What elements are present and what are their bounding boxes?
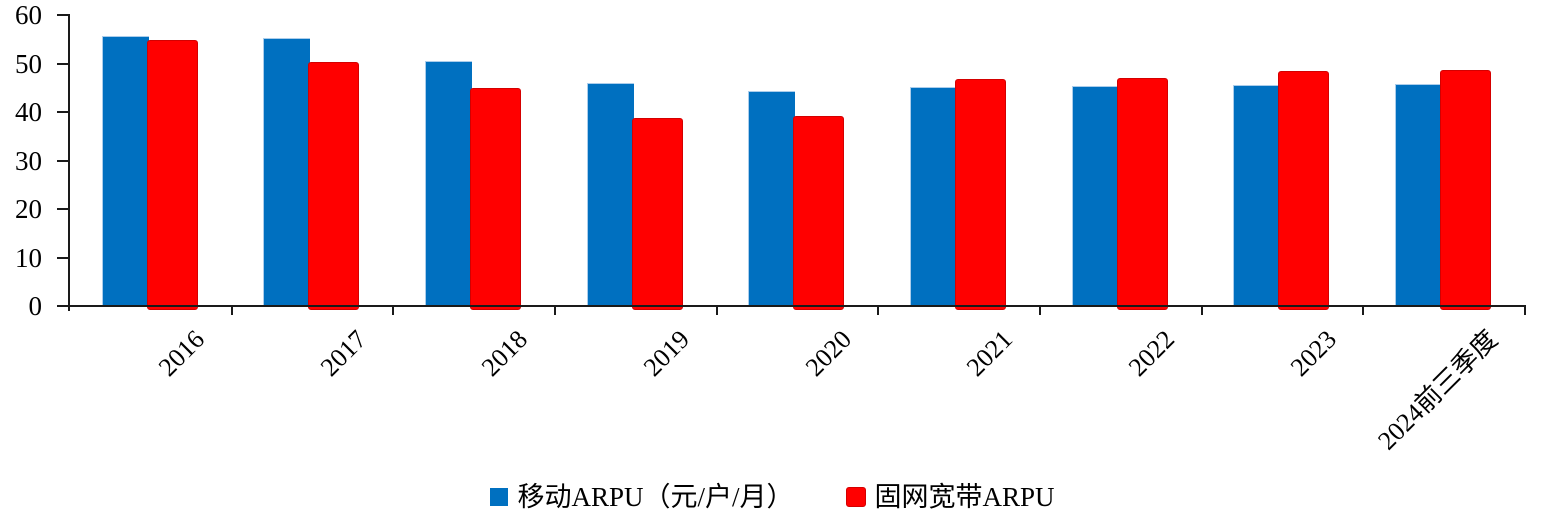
y-tick bbox=[57, 208, 70, 210]
legend-swatch-mobile bbox=[490, 488, 509, 506]
bar-broadband-arpu bbox=[793, 116, 845, 310]
category-group-2019 bbox=[555, 15, 718, 315]
bar-mobile-arpu bbox=[1071, 85, 1119, 306]
x-axis-label: 2022 bbox=[1122, 324, 1180, 382]
category-group-2020 bbox=[717, 15, 880, 315]
y-tick bbox=[57, 256, 70, 259]
bar-mobile-arpu bbox=[586, 82, 634, 306]
bar-mobile-arpu bbox=[1233, 84, 1281, 306]
y-tick bbox=[57, 14, 70, 16]
x-tick bbox=[877, 306, 880, 315]
x-axis-label: 2019 bbox=[637, 324, 695, 382]
x-tick bbox=[1200, 306, 1203, 315]
bar-broadband-arpu bbox=[1116, 77, 1168, 310]
bar-broadband-arpu bbox=[1278, 71, 1330, 310]
bar-mobile-arpu bbox=[910, 86, 958, 306]
y-tick-label: 30 bbox=[15, 145, 42, 176]
bar-mobile-arpu bbox=[425, 60, 473, 306]
bar-mobile-arpu bbox=[263, 38, 311, 306]
bar-broadband-arpu bbox=[631, 118, 683, 310]
y-axis-labels: 0 10 20 30 40 50 60 bbox=[0, 2, 56, 320]
x-tick bbox=[392, 306, 395, 315]
x-tick bbox=[553, 306, 556, 315]
bar-mobile-arpu bbox=[748, 91, 796, 306]
category-group-2021 bbox=[878, 15, 1041, 315]
x-tick bbox=[1362, 306, 1365, 315]
x-axis-label: 2017 bbox=[314, 324, 372, 382]
x-axis-label: 2020 bbox=[799, 324, 857, 382]
legend-label-broadband: 固网宽带ARPU bbox=[874, 482, 1055, 512]
x-axis-label: 2018 bbox=[475, 324, 534, 382]
bar-broadband-arpu bbox=[1440, 70, 1492, 310]
y-tick bbox=[57, 159, 70, 162]
chart-legend: 移动ARPU（元/户/月） 固网宽带ARPU bbox=[0, 482, 1545, 512]
category-group-2023 bbox=[1202, 15, 1365, 315]
x-axis-label: 2021 bbox=[960, 324, 1019, 382]
bar-broadband-arpu bbox=[955, 79, 1007, 310]
x-tick bbox=[230, 306, 233, 315]
bar-mobile-arpu bbox=[101, 35, 149, 306]
y-tick bbox=[57, 62, 70, 65]
x-axis-label: 2023 bbox=[1284, 324, 1342, 382]
bar-broadband-arpu bbox=[146, 39, 198, 310]
category-group-2022 bbox=[1040, 15, 1203, 315]
category-group-2017 bbox=[232, 15, 395, 315]
legend-item-broadband-arpu: 固网宽带ARPU bbox=[845, 482, 1055, 512]
x-tick bbox=[715, 306, 718, 315]
x-axis-label: 2016 bbox=[152, 324, 210, 382]
x-tick bbox=[1523, 306, 1526, 315]
legend-swatch-broadband bbox=[845, 487, 866, 507]
category-group-2024前三季度 bbox=[1363, 15, 1526, 315]
legend-label-mobile: 移动ARPU（元/户/月） bbox=[517, 482, 794, 512]
category-group-2018 bbox=[393, 15, 556, 315]
legend-item-mobile-arpu: 移动ARPU（元/户/月） bbox=[490, 482, 794, 512]
x-axis-label: 2024前三季度 bbox=[1372, 324, 1504, 456]
y-tick-label: 50 bbox=[15, 48, 42, 79]
x-axis-labels: 2016 2017 2018 2019 2020 2021 2022 2023 2024前三季度 bbox=[70, 306, 1525, 466]
y-axis-line bbox=[68, 15, 70, 311]
bar-broadband-arpu bbox=[308, 61, 360, 310]
y-tick-label: 40 bbox=[15, 97, 42, 127]
y-tick-label: 0 bbox=[28, 291, 43, 321]
bar-broadband-arpu bbox=[470, 87, 522, 310]
y-tick bbox=[57, 305, 70, 307]
category-group-2016 bbox=[70, 15, 233, 315]
y-tick-label: 60 bbox=[15, 0, 42, 30]
x-tick bbox=[1038, 306, 1041, 315]
bar-mobile-arpu bbox=[1395, 83, 1443, 306]
plot-area bbox=[57, 14, 1526, 315]
y-tick-label: 20 bbox=[15, 194, 42, 224]
y-tick-label: 10 bbox=[15, 242, 42, 273]
x-axis-line bbox=[64, 305, 1526, 307]
y-tick bbox=[57, 111, 70, 113]
